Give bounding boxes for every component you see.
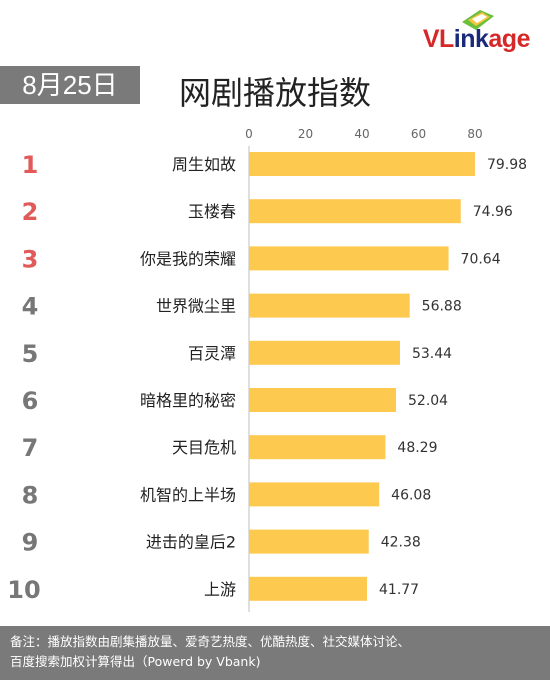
rank-number: 5	[22, 340, 39, 368]
rank-number: 10	[7, 576, 40, 604]
bar-chart: 0 20 40 60 80 1 周生如故 79.98 2 玉楼春 74.96 3 你是我的荣耀 70.64…	[7, 127, 527, 612]
category-label: 进击的皇后2	[146, 533, 236, 552]
data-label: 53.44	[412, 346, 452, 362]
data-label: 56.88	[422, 299, 462, 315]
rank-number: 8	[22, 481, 39, 509]
data-label: 70.64	[461, 251, 501, 267]
footer-line-2: 百度搜索加权计算得出（Powerd by Vbank)	[10, 654, 261, 669]
data-label: 42.38	[381, 535, 421, 551]
date-badge: 8月25日	[0, 66, 140, 104]
x-tick-label: 60	[411, 127, 426, 141]
x-tick-label: 40	[354, 127, 369, 141]
data-label: 79.98	[487, 157, 527, 173]
rank-number: 2	[22, 198, 39, 226]
footer-line-1: 备注：播放指数由剧集播放量、爱奇艺热度、优酷热度、社交媒体讨论、	[10, 634, 411, 649]
rank-number: 9	[22, 529, 39, 557]
vlinkage-logo: VLinkage	[400, 8, 530, 56]
data-label: 46.08	[391, 487, 431, 503]
rank-number: 3	[22, 245, 39, 273]
bar	[249, 293, 410, 318]
rank-number: 6	[22, 387, 39, 415]
bar	[249, 576, 368, 601]
data-label: 74.96	[473, 204, 513, 220]
category-label: 你是我的荣耀	[140, 249, 236, 268]
bar	[249, 246, 449, 271]
rank-number: 7	[22, 434, 39, 462]
bar	[249, 388, 397, 412]
category-label: 暗格里的秘密	[140, 391, 236, 410]
category-label: 上游	[204, 580, 236, 599]
category-label: 周生如故	[172, 155, 236, 174]
data-label: 48.29	[397, 440, 437, 456]
x-tick-label: 0	[245, 127, 253, 141]
x-tick-label: 20	[298, 127, 313, 141]
category-label: 百灵潭	[188, 344, 236, 363]
chart-title: 网剧播放指数	[178, 74, 371, 112]
bar	[249, 435, 386, 460]
data-label: 41.77	[379, 582, 419, 598]
x-tick-label: 80	[467, 127, 482, 141]
rank-number: 1	[22, 151, 39, 179]
data-label: 52.04	[408, 393, 448, 409]
category-label: 天目危机	[172, 438, 236, 457]
bar	[249, 152, 475, 176]
category-label: 机智的上半场	[140, 485, 236, 504]
bar	[249, 199, 461, 224]
logo-text: VLinkage	[422, 25, 531, 53]
bar	[249, 482, 380, 507]
category-label: 世界微尘里	[156, 297, 236, 316]
footer-note: 备注：播放指数由剧集播放量、爱奇艺热度、优酷热度、社交媒体讨论、 百度搜索加权计…	[0, 626, 550, 680]
logo-mark-icon	[462, 10, 494, 30]
bar	[249, 340, 400, 365]
category-label: 玉楼春	[188, 202, 236, 221]
bar	[249, 529, 369, 554]
rank-number: 4	[22, 293, 39, 321]
